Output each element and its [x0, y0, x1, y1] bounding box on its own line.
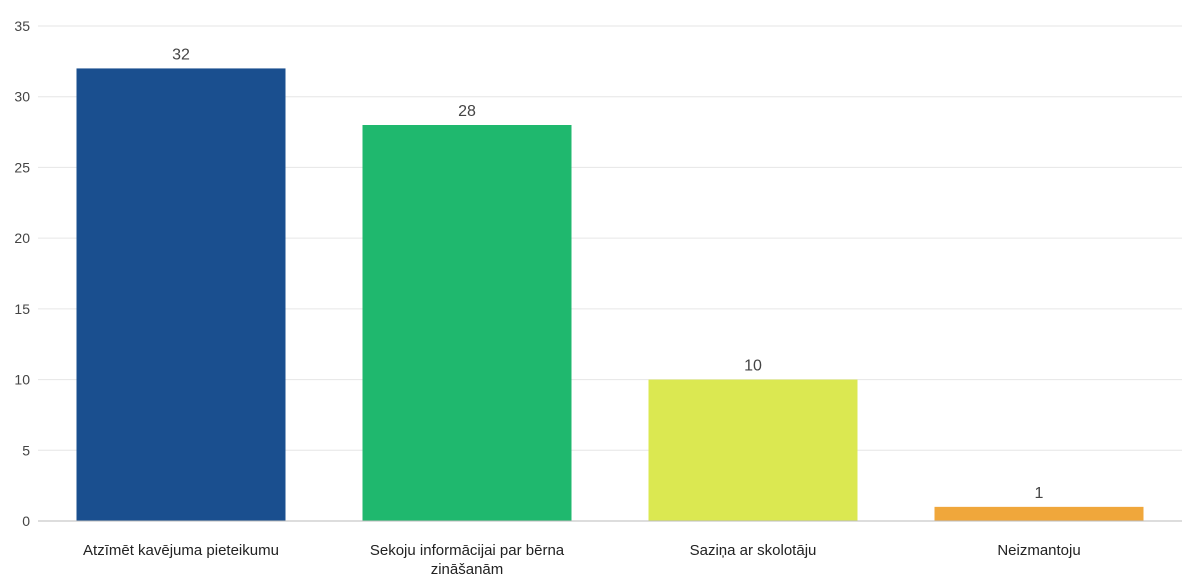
- y-tick-label: 10: [14, 372, 30, 388]
- x-tick-label: Sekoju informācijai par bērna zināšanām: [370, 542, 565, 578]
- y-tick-label: 20: [14, 230, 30, 246]
- x-axis-labels: Atzīmēt kavējuma pieteikumu Sekoju inform…: [83, 542, 1081, 578]
- y-tick-label: 25: [14, 159, 30, 175]
- y-tick-label: 35: [14, 18, 30, 34]
- y-tick-label: 30: [14, 89, 30, 105]
- data-label: 1: [1035, 485, 1044, 502]
- x-tick-label: Atzīmēt kavējuma pieteikumu: [83, 542, 279, 559]
- data-label: 32: [172, 46, 190, 63]
- y-tick-label: 0: [22, 513, 30, 529]
- y-tick-label: 15: [14, 301, 30, 317]
- bar[interactable]: [934, 506, 1144, 521]
- bar[interactable]: [362, 125, 572, 521]
- x-tick-label: Saziņa ar skolotāju: [690, 542, 817, 559]
- y-tick-label: 5: [22, 442, 30, 458]
- x-tick-label: Neizmantoju: [997, 542, 1080, 559]
- data-label: 10: [744, 358, 762, 375]
- data-labels: 32 28 10 1: [172, 46, 1043, 501]
- data-label: 28: [458, 103, 476, 120]
- bar[interactable]: [648, 379, 858, 521]
- bars: [76, 68, 1144, 521]
- y-axis-ticks: 0 5 10 15 20 25 30 35: [14, 18, 30, 529]
- bar[interactable]: [76, 68, 286, 521]
